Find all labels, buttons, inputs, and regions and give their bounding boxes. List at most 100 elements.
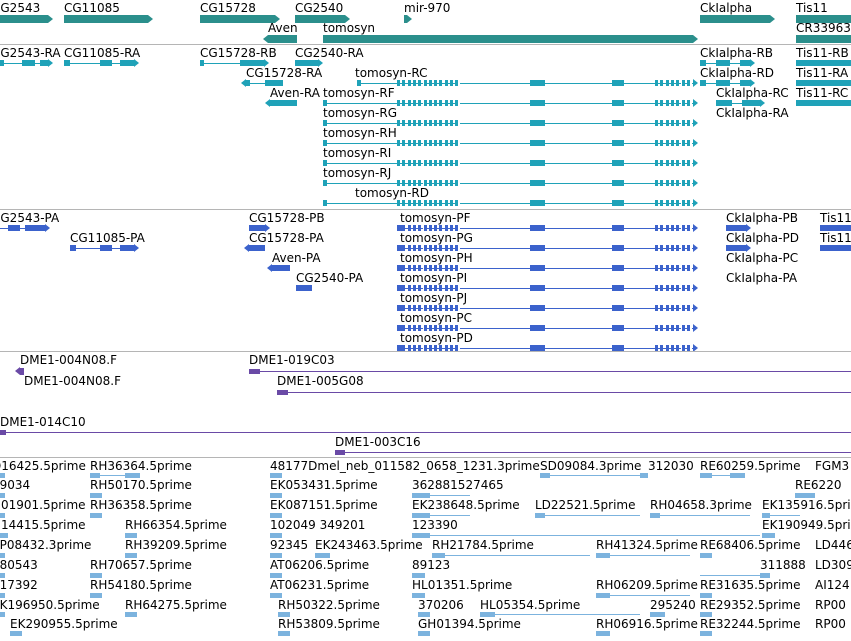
exon-block[interactable]	[412, 140, 416, 146]
exon-block[interactable]	[357, 80, 361, 86]
exon-block[interactable]	[665, 285, 669, 291]
exon-block[interactable]	[335, 449, 345, 455]
feature-label[interactable]: tomosyn-RH	[323, 126, 397, 140]
feature-label[interactable]: 295240	[650, 598, 696, 612]
feature-label[interactable]: Tis11	[820, 211, 851, 225]
exon-block[interactable]	[418, 200, 422, 206]
exon-block[interactable]	[428, 140, 432, 146]
exon-block[interactable]	[530, 200, 545, 206]
feature-label[interactable]: 69034	[0, 478, 31, 492]
feature-label[interactable]: CG2540-RA	[295, 46, 364, 60]
exon-block[interactable]	[270, 472, 282, 478]
exon-block[interactable]	[660, 265, 664, 271]
exon-block[interactable]	[439, 120, 443, 126]
exon-block[interactable]	[265, 80, 283, 86]
exon-block[interactable]	[455, 160, 459, 166]
exon-block[interactable]	[397, 80, 400, 86]
exon-block[interactable]	[681, 200, 685, 206]
exon-block[interactable]	[397, 305, 400, 311]
exon-block[interactable]	[249, 368, 260, 374]
exon-block[interactable]	[402, 245, 406, 251]
exon-block[interactable]	[655, 80, 658, 86]
exon-block[interactable]	[670, 325, 674, 331]
exon-block[interactable]	[439, 325, 443, 331]
exon-block[interactable]	[681, 245, 685, 251]
exon-block[interactable]	[762, 512, 770, 518]
exon-block[interactable]	[434, 245, 438, 251]
feature-label[interactable]: tomosyn-PC	[400, 311, 472, 325]
exon-block[interactable]	[612, 160, 624, 166]
exon-block[interactable]	[407, 285, 411, 291]
exon-block[interactable]	[686, 180, 690, 186]
feature-label[interactable]: tomosyn-RJ	[323, 166, 392, 180]
feature-label[interactable]: N01901.5prime	[0, 498, 86, 512]
exon-block[interactable]	[402, 180, 406, 186]
feature-label[interactable]: tomosyn-PD	[400, 331, 473, 345]
exon-block[interactable]	[670, 80, 674, 86]
exon-block[interactable]	[418, 80, 422, 86]
feature-label[interactable]: CR33963	[796, 21, 851, 35]
exon-block[interactable]	[407, 200, 411, 206]
exon-block[interactable]	[670, 140, 674, 146]
exon-block[interactable]	[730, 472, 745, 478]
feature-label[interactable]: N14415.5prime	[0, 518, 86, 532]
exon-block[interactable]	[450, 285, 453, 291]
feature-label[interactable]: tomosyn-PH	[400, 251, 473, 265]
exon-block[interactable]	[397, 160, 400, 166]
exon-block[interactable]	[434, 305, 438, 311]
exon-block[interactable]	[660, 345, 664, 351]
feature-label[interactable]: CkIalpha-RC	[716, 86, 789, 100]
exon-block[interactable]	[444, 140, 448, 146]
exon-block[interactable]	[428, 160, 432, 166]
exon-block[interactable]	[455, 285, 459, 291]
exon-block[interactable]	[423, 180, 427, 186]
exon-block[interactable]	[686, 225, 690, 231]
exon-block[interactable]	[428, 345, 432, 351]
exon-block[interactable]	[450, 225, 453, 231]
exon-block[interactable]	[0, 572, 5, 578]
exon-block[interactable]	[402, 200, 406, 206]
exon-block[interactable]	[444, 245, 448, 251]
feature-label[interactable]: tomosyn-PF	[400, 211, 471, 225]
exon-block[interactable]	[434, 160, 438, 166]
feature-label[interactable]: CkIalpha	[700, 1, 753, 15]
exon-block[interactable]	[655, 180, 658, 186]
exon-block[interactable]	[655, 100, 658, 106]
exon-block[interactable]	[412, 305, 416, 311]
exon-block[interactable]	[655, 245, 658, 251]
exon-block[interactable]	[402, 265, 406, 271]
exon-block[interactable]	[439, 200, 443, 206]
exon-block[interactable]	[423, 265, 427, 271]
feature-label[interactable]: RP00	[815, 617, 846, 631]
exon-block[interactable]	[455, 225, 459, 231]
exon-block[interactable]	[428, 80, 432, 86]
feature-label[interactable]: tomosyn-PG	[400, 231, 473, 245]
exon-block[interactable]	[455, 140, 459, 146]
exon-block[interactable]	[450, 265, 453, 271]
exon-block[interactable]	[762, 532, 775, 538]
feature-label[interactable]: mir-970	[404, 1, 451, 15]
exon-block[interactable]	[455, 305, 459, 311]
exon-block[interactable]	[612, 140, 624, 146]
exon-block[interactable]	[397, 345, 400, 351]
exon-block[interactable]	[407, 225, 411, 231]
exon-block[interactable]	[716, 80, 730, 86]
exon-block[interactable]	[681, 180, 685, 186]
feature-label[interactable]: tomosyn-RF	[323, 86, 395, 100]
feature-label[interactable]: RH70657.5prime	[90, 558, 192, 572]
exon-block[interactable]	[681, 285, 685, 291]
exon-block[interactable]	[530, 345, 545, 351]
exon-block[interactable]	[90, 572, 102, 578]
feature-label[interactable]: EK087151.5prime	[270, 498, 378, 512]
feature-label[interactable]: CkIalpha-RB	[700, 46, 774, 60]
feature-label[interactable]: CG2543-RA	[0, 46, 61, 60]
exon-block[interactable]	[270, 592, 282, 598]
exon-block[interactable]	[660, 200, 664, 206]
exon-block[interactable]	[480, 611, 495, 617]
exon-block[interactable]	[0, 611, 5, 617]
exon-block[interactable]	[700, 592, 712, 598]
exon-block[interactable]	[90, 592, 102, 598]
exon-block[interactable]	[423, 200, 427, 206]
exon-block[interactable]	[716, 60, 730, 66]
exon-block[interactable]	[246, 80, 250, 86]
